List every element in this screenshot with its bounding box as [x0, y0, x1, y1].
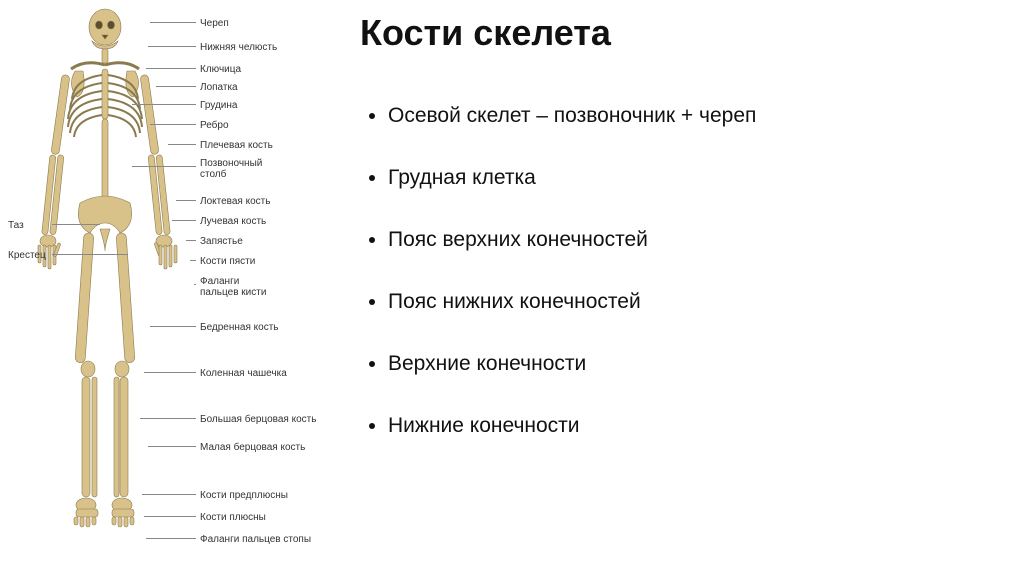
bone-label: Локтевая кость	[200, 196, 270, 207]
leader-line	[140, 418, 196, 419]
content-panel: Кости скелета Осевой скелет – позвоночни…	[360, 12, 1000, 476]
leader-line	[142, 494, 196, 495]
leader-line	[150, 326, 196, 327]
leader-line	[52, 224, 100, 225]
skeleton-figure	[20, 5, 190, 565]
leader-line	[132, 166, 196, 167]
leader-line	[176, 200, 196, 201]
leader-line	[52, 254, 128, 255]
bone-label: Позвоночныйстолб	[200, 158, 280, 180]
bone-label: Кости пясти	[200, 256, 255, 267]
page-title: Кости скелета	[360, 12, 1000, 54]
list-item: Пояс верхних конечностей	[388, 228, 1000, 252]
leader-line	[144, 516, 196, 517]
bone-label: Грудина	[200, 100, 237, 111]
bone-label: Ключица	[200, 64, 241, 75]
skeleton-diagram-panel: Череп Нижняя челюсть Ключица Лопатка Грудина…	[0, 0, 330, 576]
list-item: Нижние конечности	[388, 414, 1000, 438]
bone-label: Запястье	[200, 236, 243, 247]
list-item: Пояс нижних конечностей	[388, 290, 1000, 314]
bone-label: Лопатка	[200, 82, 238, 93]
leader-line	[186, 240, 196, 241]
bone-label: Плечевая кость	[200, 140, 273, 151]
bone-label: Бедренная кость	[200, 322, 279, 333]
leader-line	[132, 104, 196, 105]
bullet-list: Осевой скелет – позвоночник + череп Груд…	[360, 104, 1000, 438]
bone-label: Ребро	[200, 120, 229, 131]
leader-line	[148, 446, 196, 447]
leader-line	[146, 68, 196, 69]
leader-line	[156, 86, 196, 87]
bone-label: Кости плюсны	[200, 512, 266, 523]
leader-line	[150, 22, 196, 23]
leader-line	[148, 46, 196, 47]
leader-line	[146, 538, 196, 539]
list-item: Верхние конечности	[388, 352, 1000, 376]
list-item: Осевой скелет – позвоночник + череп	[388, 104, 1000, 128]
bone-label: Малая берцовая кость	[200, 442, 305, 453]
bone-label: Кости предплюсны	[200, 490, 288, 501]
bone-label: Лучевая кость	[200, 216, 266, 227]
bone-label: Фаланги пальцев стопы	[200, 534, 311, 545]
bone-label: Фалангипальцев кисти	[200, 276, 280, 298]
list-item: Грудная клетка	[388, 166, 1000, 190]
leader-line	[194, 284, 196, 285]
bone-label: Нижняя челюсть	[200, 42, 277, 53]
leader-line	[144, 372, 196, 373]
bone-label: Коленная чашечка	[200, 368, 287, 379]
leader-line	[190, 260, 196, 261]
bone-label: Большая берцовая кость	[200, 414, 316, 425]
leader-line	[150, 124, 196, 125]
bone-label: Череп	[200, 18, 229, 29]
leader-line	[168, 144, 196, 145]
leader-line	[172, 220, 196, 221]
